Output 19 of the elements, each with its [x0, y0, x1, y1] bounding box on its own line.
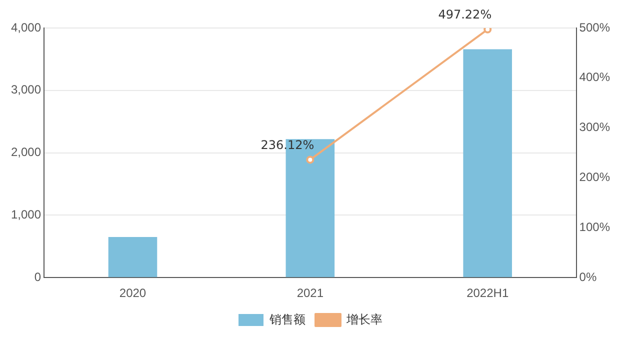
legend-label: 销售额: [268, 312, 306, 326]
y2-tick-label: 0%: [579, 270, 597, 284]
x-tick-label: 2022H1: [466, 286, 509, 300]
y2-tick-label: 500%: [579, 20, 610, 34]
y2-tick-label: 200%: [579, 170, 610, 184]
y-tick-label: 2,000: [11, 145, 42, 160]
bar: [463, 49, 512, 278]
x-tick-label: 2021: [296, 286, 324, 300]
y-tick-label: 1,000: [11, 208, 42, 222]
bar: [108, 237, 158, 278]
y-tick-label: 4,000: [11, 20, 42, 34]
y2-tick-label: 100%: [579, 220, 610, 234]
y2-tick-label: 300%: [579, 120, 610, 134]
y-tick-label: 0: [34, 270, 42, 284]
y2-tick-label: 400%: [579, 70, 610, 84]
legend-label: 增长率: [346, 312, 382, 326]
x-tick-label: 2020: [119, 286, 146, 300]
data-label: 497.22%: [438, 8, 492, 22]
y-tick-label: 3,000: [11, 82, 42, 97]
